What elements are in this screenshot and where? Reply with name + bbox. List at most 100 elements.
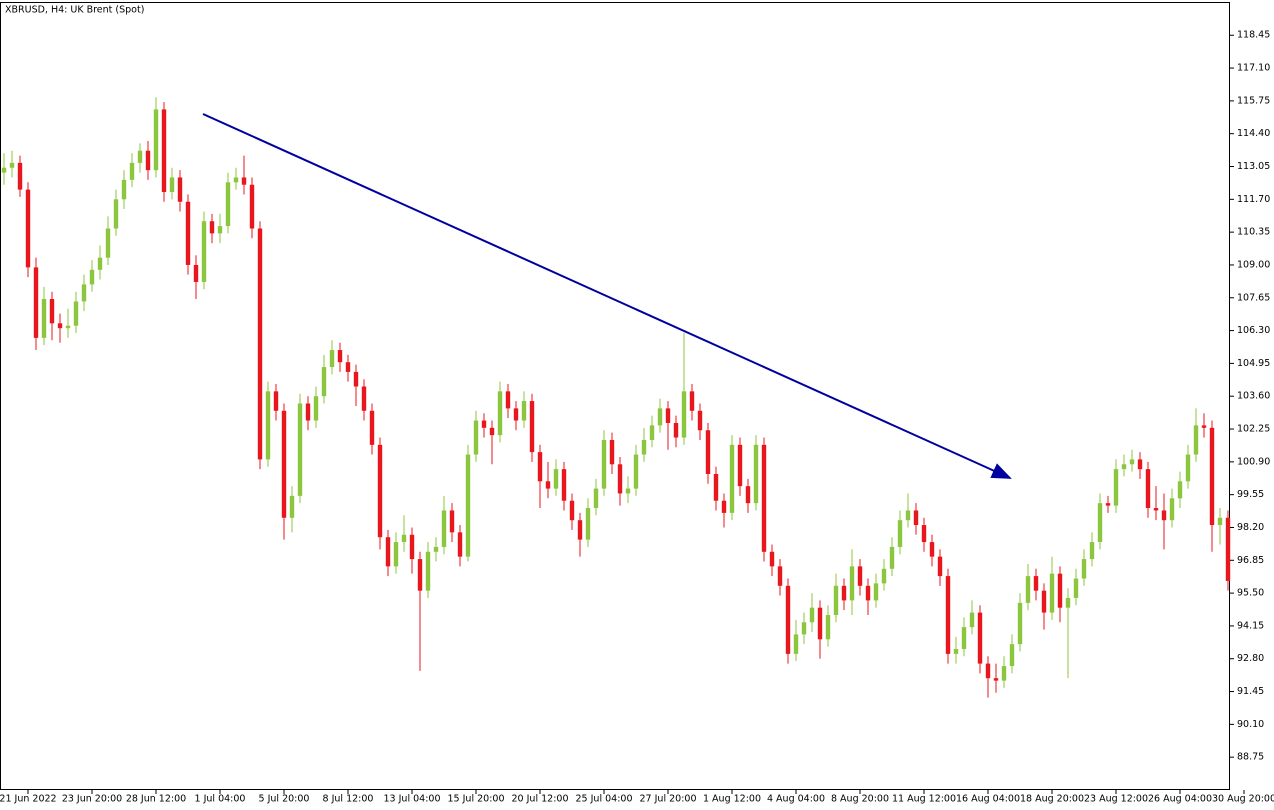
candle-body — [769, 551, 775, 567]
candle-body — [1177, 481, 1183, 499]
candle-body — [729, 444, 735, 513]
candle-body — [713, 474, 719, 501]
candle-body — [1033, 576, 1039, 591]
candle-body — [1113, 469, 1119, 506]
candle-body — [393, 542, 399, 567]
candle-body — [969, 612, 975, 628]
candle-body — [937, 556, 943, 577]
candle-body — [1169, 498, 1175, 521]
candle-body — [1041, 590, 1047, 613]
candle-body — [361, 386, 367, 411]
candle-body — [1225, 517, 1231, 581]
y-tick-label: 114.40 — [1237, 128, 1270, 139]
x-tick-label: 15 Jul 20:00 — [448, 794, 505, 805]
candle-body — [961, 627, 967, 650]
candle-body — [1001, 666, 1007, 681]
candle-body — [129, 162, 135, 180]
candle-body — [145, 150, 151, 171]
candle-body — [761, 444, 767, 552]
candle-body — [689, 391, 695, 411]
candle-body — [217, 226, 223, 234]
y-tick-label: 118.45 — [1237, 30, 1270, 41]
candle-body — [481, 420, 487, 428]
candle-body — [633, 454, 639, 489]
candle-body — [441, 510, 447, 547]
y-tick-label: 111.70 — [1237, 194, 1270, 205]
candle-body — [417, 559, 423, 591]
x-tick-label: 16 Aug 04:00 — [956, 794, 1020, 805]
candle-body — [273, 391, 279, 411]
candle-body — [353, 371, 359, 387]
candle-body — [977, 612, 983, 664]
candle-body — [1049, 573, 1055, 613]
candle-body — [745, 486, 751, 504]
candle-body — [601, 439, 607, 489]
x-tick-label: 27 Jul 20:00 — [640, 794, 697, 805]
candle-body — [897, 520, 903, 547]
candles — [1, 97, 1231, 698]
y-tick-label: 109.00 — [1237, 259, 1270, 270]
candle-body — [233, 177, 239, 183]
candle-body — [209, 221, 215, 234]
candle-body — [1137, 459, 1143, 470]
candle-body — [193, 264, 199, 282]
candle-body — [41, 298, 47, 338]
candle-body — [113, 199, 119, 229]
candle-body — [1193, 425, 1199, 455]
candle-body — [161, 109, 167, 193]
candle-body — [473, 420, 479, 455]
candle-body — [1129, 459, 1135, 465]
candle-body — [385, 537, 391, 567]
candle-body — [1217, 517, 1223, 526]
y-tick-label: 100.90 — [1237, 456, 1270, 467]
candle-body — [257, 228, 263, 460]
candle-body — [401, 534, 407, 543]
candle-body — [521, 401, 527, 421]
x-tick-label: 23 Aug 12:00 — [1084, 794, 1148, 805]
candle-body — [1009, 644, 1015, 667]
candle-body — [649, 425, 655, 440]
candle-body — [89, 269, 95, 285]
candle-body — [169, 177, 175, 193]
x-tick-label: 13 Jul 04:00 — [384, 794, 441, 805]
candle-body — [505, 391, 511, 409]
y-tick-label: 95.50 — [1237, 588, 1264, 599]
candle-body — [1017, 602, 1023, 645]
x-tick-label: 11 Aug 12:00 — [892, 794, 956, 805]
y-tick-label: 92.80 — [1237, 653, 1264, 664]
candle-body — [449, 510, 455, 533]
y-tick-label: 98.20 — [1237, 522, 1264, 533]
x-tick-label: 18 Aug 20:00 — [1020, 794, 1084, 805]
candle-body — [625, 488, 631, 494]
candle-body — [241, 177, 247, 185]
candle-body — [1153, 508, 1159, 511]
candle-body — [777, 566, 783, 586]
candle-body — [1201, 425, 1207, 428]
candle-body — [81, 284, 87, 302]
candle-body — [1065, 597, 1071, 608]
candle-body — [905, 510, 911, 521]
y-tick-label: 102.25 — [1237, 424, 1270, 435]
candle-body — [377, 444, 383, 538]
y-tick-label: 110.35 — [1237, 227, 1270, 238]
candle-body — [369, 410, 375, 445]
candle-body — [121, 179, 127, 200]
candle-body — [609, 439, 615, 465]
candle-body — [681, 391, 687, 438]
candle-body — [1057, 573, 1063, 608]
candle-body — [281, 410, 287, 518]
x-tick-label: 23 Jun 20:00 — [62, 794, 122, 805]
candle-body — [313, 396, 319, 421]
candle-body — [929, 542, 935, 557]
trend-arrow — [202, 113, 1012, 479]
candle-body — [497, 391, 503, 436]
y-tick-label: 117.10 — [1237, 63, 1270, 74]
candle-body — [833, 585, 839, 615]
x-tick-label: 28 Jun 12:00 — [126, 794, 186, 805]
x-tick-label: 25 Jul 04:00 — [576, 794, 633, 805]
candle-body — [857, 566, 863, 586]
candle-body — [513, 408, 519, 421]
candle-body — [793, 634, 799, 654]
plot-frame — [0, 2, 1230, 790]
